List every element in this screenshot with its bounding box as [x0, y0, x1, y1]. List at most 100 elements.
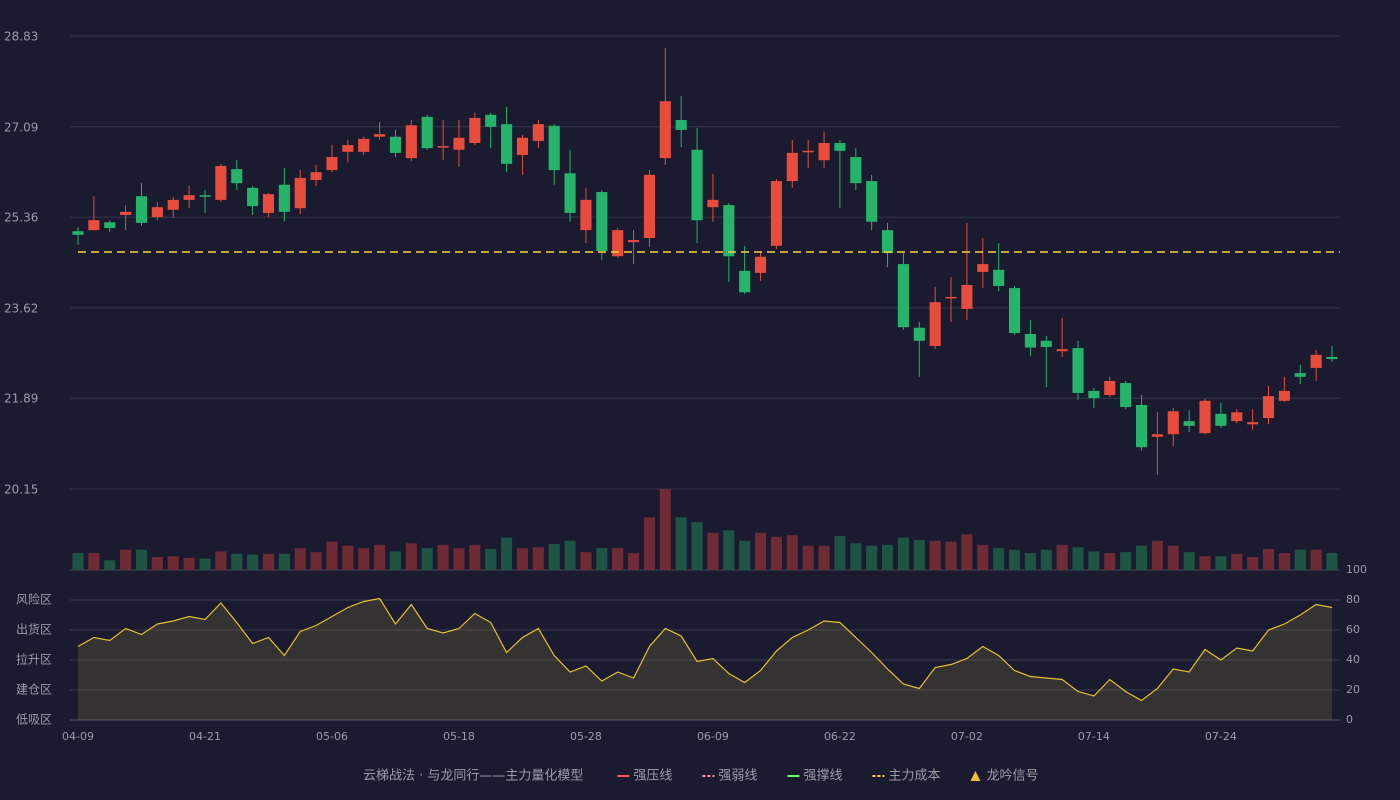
volume-bar — [596, 548, 608, 570]
candle-body — [247, 187, 259, 207]
volume-bar — [1247, 557, 1259, 570]
candle-body — [374, 134, 386, 137]
volume-bar — [1151, 540, 1163, 570]
volume-bar — [501, 537, 513, 570]
volume-bar — [977, 544, 989, 570]
volume-bar — [231, 553, 243, 570]
candle-body — [262, 194, 275, 213]
candle-body — [135, 196, 148, 223]
candle-body — [770, 181, 782, 246]
volume-bar — [453, 548, 465, 570]
x-tick-label: 06-09 — [697, 730, 729, 743]
volume-bar — [945, 541, 957, 570]
volume-bar — [135, 549, 148, 570]
volume-bar — [723, 530, 735, 570]
volume-bar — [469, 544, 481, 570]
candle-body — [1294, 373, 1306, 377]
candle-body — [72, 231, 84, 235]
volume-bar — [516, 548, 529, 570]
candle-body — [1215, 413, 1227, 426]
zone-label: 出货区 — [16, 622, 52, 637]
candle-body — [643, 174, 655, 238]
volume-bar — [183, 557, 195, 570]
y-tick-label: 20 — [1346, 683, 1360, 696]
y-tick-label: 80 — [1346, 593, 1360, 606]
candle-body — [755, 256, 767, 273]
candle-body — [501, 124, 513, 164]
volume-bar — [247, 554, 259, 570]
x-tick-label: 04-21 — [189, 730, 221, 743]
candle-body — [104, 222, 116, 229]
y-tick-label: 40 — [1346, 653, 1360, 666]
area-fill — [78, 598, 1332, 720]
volume-bar — [421, 548, 433, 570]
volume-bar — [739, 540, 751, 570]
volume-bar — [104, 560, 116, 570]
volume-bar — [659, 489, 671, 570]
candle-body — [1167, 411, 1179, 435]
volume-bar — [1310, 549, 1322, 570]
volume-bar — [358, 548, 370, 570]
volume-bar — [374, 544, 386, 570]
zone-label: 低吸区 — [16, 713, 52, 727]
volume-bar — [691, 522, 703, 570]
volume-bar — [786, 535, 798, 570]
volume-bar — [485, 548, 497, 570]
volume-bar — [294, 548, 306, 570]
candle-body — [485, 114, 497, 127]
volume-bar — [215, 551, 227, 570]
y-tick-label: 23.62 — [4, 301, 38, 315]
candle-body — [929, 302, 941, 347]
candle-body — [1326, 356, 1338, 360]
candle-body — [1183, 421, 1195, 426]
volume-bar — [818, 545, 830, 570]
candle-body — [564, 173, 576, 213]
candle-body — [310, 172, 322, 181]
candle-body — [389, 136, 402, 153]
legend-symbol — [970, 771, 981, 781]
volume-bar — [405, 543, 417, 570]
volume-bar — [1104, 552, 1116, 570]
y-tick-label: 100 — [1346, 563, 1367, 576]
candle-body — [278, 184, 290, 212]
volume-bar — [389, 551, 402, 570]
volume-bar — [72, 552, 84, 570]
y-tick-label: 25.36 — [4, 211, 38, 225]
candle-body — [881, 230, 894, 254]
candle-body — [88, 220, 100, 231]
candle-body — [913, 327, 925, 341]
legend-label: 强撑线 — [803, 769, 842, 784]
candle-body — [167, 199, 179, 210]
candle-body — [453, 137, 465, 150]
candle-body — [1262, 396, 1275, 419]
candle-body — [659, 101, 671, 159]
candle-body — [437, 146, 449, 148]
volume-bar — [1215, 556, 1227, 570]
volume-bar — [1262, 548, 1275, 570]
candle-body — [707, 199, 719, 208]
volume-bar — [120, 549, 132, 570]
candle-body — [1151, 434, 1163, 437]
candle-body — [818, 142, 830, 161]
candle-body — [215, 165, 227, 200]
volume-bar — [262, 553, 275, 570]
volume-bar — [1088, 551, 1100, 570]
volume-bar — [897, 537, 909, 570]
y-tick-label: 20.15 — [4, 483, 38, 497]
volume-bar — [675, 517, 687, 570]
volume-bar — [1167, 545, 1179, 570]
candle-body — [1231, 412, 1243, 422]
candle-body — [1199, 400, 1211, 434]
volume-bar — [881, 544, 894, 570]
candle-body — [1056, 349, 1068, 352]
candle-body — [358, 138, 370, 152]
volume-bar — [628, 552, 640, 570]
candle-body — [977, 264, 989, 272]
volume-bar — [342, 545, 354, 570]
volume-bar — [1231, 553, 1243, 570]
y-tick-label: 21.89 — [4, 392, 38, 406]
volume-bar — [913, 540, 925, 570]
candle-body — [628, 240, 640, 243]
legend-label: 强压线 — [633, 769, 672, 784]
